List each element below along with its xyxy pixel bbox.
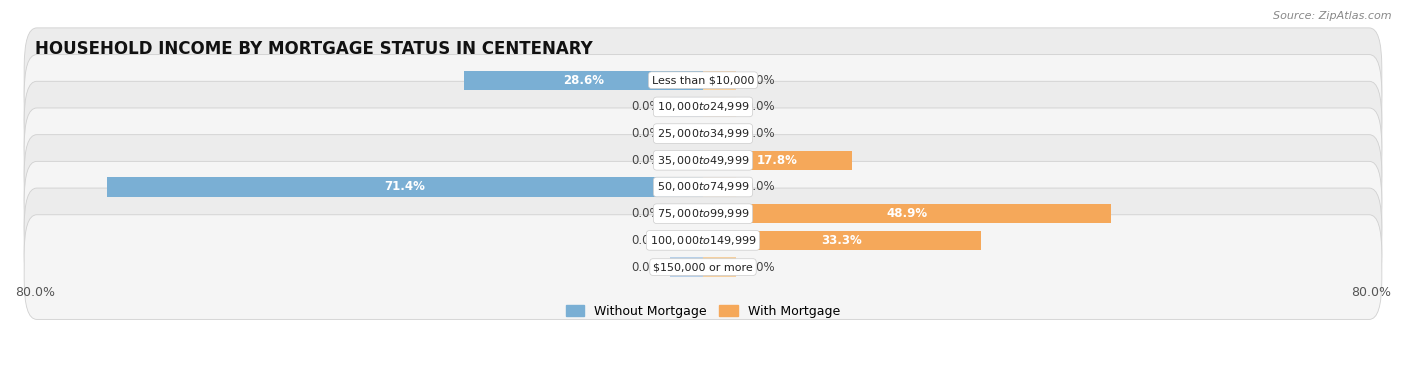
FancyBboxPatch shape <box>24 135 1382 239</box>
Bar <box>703 178 737 197</box>
Text: 0.0%: 0.0% <box>631 207 661 220</box>
Text: 0.0%: 0.0% <box>745 100 775 113</box>
FancyBboxPatch shape <box>24 215 1382 319</box>
Text: $150,000 or more: $150,000 or more <box>654 262 752 272</box>
Text: 0.0%: 0.0% <box>745 127 775 140</box>
Text: 71.4%: 71.4% <box>384 181 426 193</box>
Text: $75,000 to $99,999: $75,000 to $99,999 <box>657 207 749 220</box>
Text: $35,000 to $49,999: $35,000 to $49,999 <box>657 154 749 167</box>
Text: 48.9%: 48.9% <box>887 207 928 220</box>
Bar <box>703 97 737 116</box>
Bar <box>669 204 703 223</box>
FancyBboxPatch shape <box>24 188 1382 293</box>
Text: 0.0%: 0.0% <box>631 234 661 247</box>
Text: $10,000 to $24,999: $10,000 to $24,999 <box>657 100 749 113</box>
Text: 0.0%: 0.0% <box>631 261 661 274</box>
Text: 0.0%: 0.0% <box>745 74 775 87</box>
FancyBboxPatch shape <box>24 28 1382 133</box>
Text: 0.0%: 0.0% <box>631 154 661 167</box>
FancyBboxPatch shape <box>24 55 1382 159</box>
Bar <box>107 178 703 197</box>
Text: 0.0%: 0.0% <box>631 100 661 113</box>
Bar <box>669 231 703 250</box>
Text: $100,000 to $149,999: $100,000 to $149,999 <box>650 234 756 247</box>
Bar <box>703 70 737 90</box>
Bar <box>703 257 737 277</box>
Text: Less than $10,000: Less than $10,000 <box>652 75 754 85</box>
Text: 33.3%: 33.3% <box>821 234 862 247</box>
FancyBboxPatch shape <box>24 161 1382 266</box>
Text: $50,000 to $74,999: $50,000 to $74,999 <box>657 181 749 193</box>
Bar <box>669 151 703 170</box>
Text: HOUSEHOLD INCOME BY MORTGAGE STATUS IN CENTENARY: HOUSEHOLD INCOME BY MORTGAGE STATUS IN C… <box>35 40 593 58</box>
Text: 0.0%: 0.0% <box>745 181 775 193</box>
Text: 28.6%: 28.6% <box>562 74 605 87</box>
Bar <box>703 151 852 170</box>
Bar <box>703 231 981 250</box>
Text: $25,000 to $34,999: $25,000 to $34,999 <box>657 127 749 140</box>
Text: 0.0%: 0.0% <box>631 127 661 140</box>
Text: 17.8%: 17.8% <box>756 154 797 167</box>
FancyBboxPatch shape <box>24 108 1382 213</box>
Bar <box>669 124 703 143</box>
Text: 0.0%: 0.0% <box>745 261 775 274</box>
Legend: Without Mortgage, With Mortgage: Without Mortgage, With Mortgage <box>561 300 845 323</box>
Bar <box>464 70 703 90</box>
FancyBboxPatch shape <box>24 81 1382 186</box>
Bar <box>703 124 737 143</box>
Bar <box>703 204 1111 223</box>
Bar <box>669 257 703 277</box>
Bar <box>669 97 703 116</box>
Text: Source: ZipAtlas.com: Source: ZipAtlas.com <box>1274 11 1392 21</box>
